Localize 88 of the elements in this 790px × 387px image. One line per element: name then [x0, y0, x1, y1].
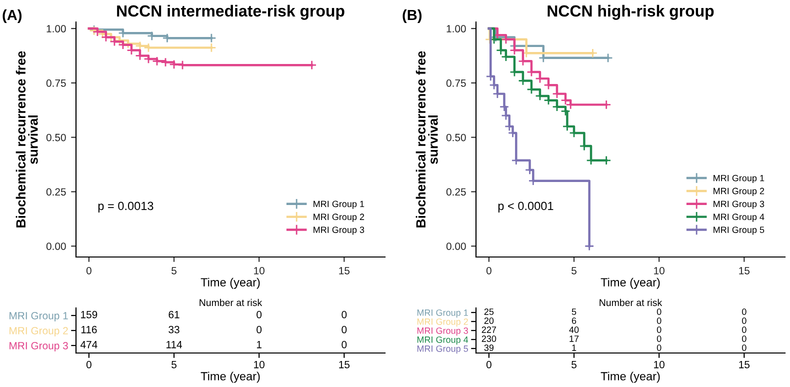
x-axis-title: Time (year)	[200, 372, 260, 383]
data-label: 20	[484, 318, 494, 324]
y-tick-label: 0.25	[46, 188, 66, 196]
data-label: 0	[742, 326, 746, 333]
data-label: 0	[342, 326, 347, 334]
data-label: 0	[656, 318, 662, 324]
legend-label: MRI Group 4	[714, 214, 764, 222]
data-label: 25	[484, 308, 494, 315]
data-label: 61	[168, 310, 180, 318]
x-tick-label: 0	[86, 266, 92, 274]
y-tick-label: MRI Group 3	[10, 342, 68, 352]
y-tick-label: MRI Group 1	[10, 312, 68, 322]
data-label: 33	[168, 326, 180, 334]
y-tick-label: 0.00	[446, 242, 466, 250]
data-label: 0	[742, 308, 746, 315]
y-tick-label: 1.00	[446, 25, 466, 32]
data-label: 0	[742, 336, 746, 342]
data-label: 114	[166, 341, 182, 348]
data-label: 0	[656, 326, 662, 333]
legend-label: MRI Group 3	[714, 200, 764, 209]
y-tick-label: 0.25	[446, 188, 466, 196]
data-label: 116	[81, 326, 97, 334]
data-label: 0	[342, 310, 347, 318]
data-label: 0	[256, 310, 262, 318]
y-tick-label: MRI Group 3	[417, 327, 468, 336]
x-tick-label: 0	[486, 266, 492, 274]
text: (B)	[402, 9, 422, 24]
x-axis-title: Time (year)	[200, 278, 260, 289]
y-tick-label: MRI Group 4	[417, 336, 468, 345]
legend-label: MRI Group 3	[314, 226, 364, 235]
y-tick-label: MRI Group 5	[417, 345, 468, 354]
x-tick-label: 0	[86, 360, 92, 368]
y-tick-label: MRI Group 2	[417, 318, 468, 327]
data-label: 40	[569, 326, 579, 333]
y-tick-label: 0.50	[446, 134, 466, 142]
x-tick-label: 10	[654, 360, 664, 368]
legend-label: MRI Group 1	[714, 174, 764, 184]
x-tick-label: 5	[572, 361, 576, 368]
chart-title: NCCN intermediate-risk group	[117, 4, 344, 20]
legend-label: MRI Group 5	[714, 226, 764, 235]
data-label: 39	[484, 344, 494, 351]
annotation: p = 0.0013	[98, 202, 154, 212]
text: (A)	[2, 9, 22, 24]
x-tick-label: 15	[339, 267, 350, 274]
data-label: 1	[256, 341, 262, 348]
chart-title: Number at risk	[600, 298, 662, 306]
y-axis-title: Biochemical recurrence free survival	[16, 51, 38, 228]
data-label: 474	[80, 341, 98, 348]
data-label: 1	[572, 344, 576, 351]
x-tick-label: 15	[739, 361, 750, 368]
data-label: 0	[742, 344, 746, 351]
y-tick-label: 0.75	[46, 79, 66, 87]
legend-label: MRI Group 2	[714, 188, 764, 196]
chart-title: Number at risk	[200, 298, 262, 306]
legend-label: MRI Group 1	[314, 200, 364, 209]
data-label: 0	[742, 318, 746, 324]
y-tick-label: MRI Group 1	[417, 309, 468, 318]
x-axis-title: Time (year)	[600, 372, 660, 383]
data-label: 0	[342, 340, 347, 348]
annotation: p < 0.0001	[498, 202, 554, 212]
x-tick-label: 5	[572, 267, 576, 274]
chart-title: NCCN high-risk group	[548, 4, 714, 20]
y-tick-label: 0.00	[46, 242, 66, 250]
x-tick-label: 15	[339, 361, 350, 368]
y-tick-label: 0.50	[46, 134, 66, 142]
x-axis-title: Time (year)	[600, 278, 660, 289]
x-tick-label: 5	[172, 361, 176, 368]
data-label: 17	[570, 336, 579, 342]
y-axis-title: Biochemical recurrence free survival	[416, 51, 438, 228]
data-label: 0	[656, 336, 662, 342]
data-label: 0	[256, 326, 262, 334]
data-label: 227	[482, 326, 496, 333]
data-label: 6	[572, 318, 576, 324]
x-tick-label: 15	[739, 267, 750, 274]
y-tick-label: 0.75	[446, 79, 466, 87]
data-label: 230	[482, 336, 496, 342]
data-label: 0	[656, 308, 662, 315]
data-label: 0	[656, 344, 662, 351]
x-tick-label: 5	[172, 267, 176, 274]
x-tick-label: 10	[254, 360, 264, 368]
y-tick-label: 1.00	[46, 25, 66, 32]
x-tick-label: 0	[486, 360, 492, 368]
x-tick-label: 10	[654, 266, 664, 274]
data-label: 159	[81, 310, 98, 318]
x-tick-label: 10	[254, 266, 264, 274]
data-label: 5	[572, 308, 576, 315]
y-tick-label: MRI Group 2	[10, 327, 68, 336]
legend-label: MRI Group 2	[314, 214, 364, 222]
